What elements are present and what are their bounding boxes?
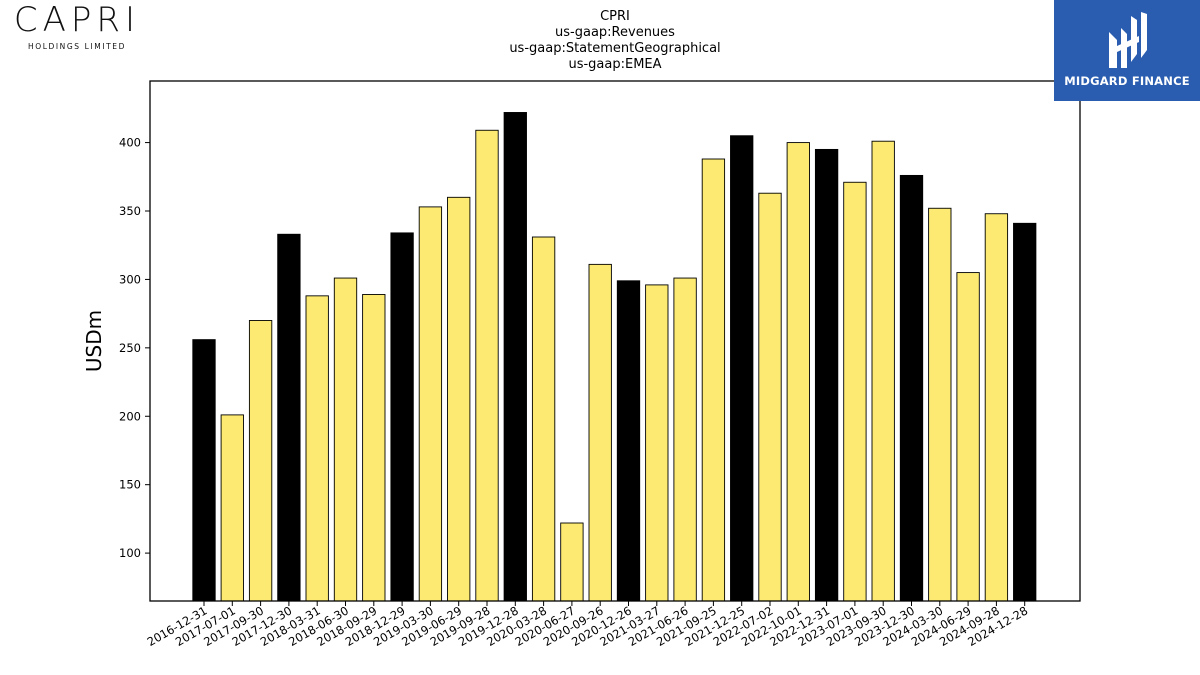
bar (928, 207, 952, 602)
bar (503, 112, 527, 602)
capri-logo-subtitle: HOLDINGS LIMITED (27, 42, 127, 51)
title-line: us-gaap:EMEA (568, 57, 661, 72)
bar (730, 135, 754, 602)
y-axis-label: USDm (82, 310, 106, 372)
bar (956, 272, 980, 602)
bar (248, 320, 273, 602)
bar (305, 295, 329, 602)
bar (588, 263, 612, 602)
bar (984, 213, 1009, 602)
bar (701, 158, 726, 602)
bar (277, 233, 301, 602)
y-tick-label: 300 (119, 272, 141, 286)
y-tick-label: 200 (119, 409, 141, 423)
title-line: us-gaap:StatementGeographical (509, 41, 720, 56)
bar (447, 196, 471, 602)
bar (418, 206, 443, 602)
x-axis: 2016-12-312017-07-012017-09-302017-12-30… (145, 601, 1030, 649)
plot-frame (149, 80, 1081, 602)
bar (871, 140, 895, 602)
bar (192, 339, 216, 602)
y-tick-label: 150 (119, 478, 141, 492)
bar (673, 277, 697, 602)
y-tick-label: 350 (119, 204, 141, 218)
bar (814, 148, 839, 602)
midgard-emblem-icon (1109, 12, 1147, 68)
bar (616, 280, 641, 602)
bar (362, 294, 386, 602)
bar (843, 181, 867, 602)
title-line: CPRI (600, 9, 630, 24)
bar (531, 236, 556, 602)
bar (220, 414, 244, 602)
title-line: us-gaap:Revenues (555, 25, 675, 40)
bar (758, 192, 782, 602)
midgard-logo-name: MIDGARD FINANCE (1064, 74, 1190, 88)
y-tick-label: 400 (119, 136, 141, 150)
bars (192, 112, 1037, 602)
bar (333, 277, 358, 602)
y-tick-label: 250 (119, 341, 141, 355)
bar (475, 129, 499, 602)
bar (390, 232, 414, 602)
chart-title: CPRIus-gaap:Revenuesus-gaap:StatementGeo… (509, 9, 720, 72)
bar (645, 284, 669, 602)
y-tick-label: 100 (119, 546, 141, 560)
capri-logo-name: CAPRI (13, 0, 141, 40)
bar (560, 522, 584, 602)
bar (1013, 222, 1037, 602)
bar (899, 174, 924, 602)
midgard-logo: MIDGARD FINANCE (1054, 0, 1200, 101)
capri-logo: CAPRI HOLDINGS LIMITED (4, 2, 150, 51)
bar (786, 142, 810, 602)
y-axis: 100 150 200 250 300 350 400 (119, 136, 150, 560)
